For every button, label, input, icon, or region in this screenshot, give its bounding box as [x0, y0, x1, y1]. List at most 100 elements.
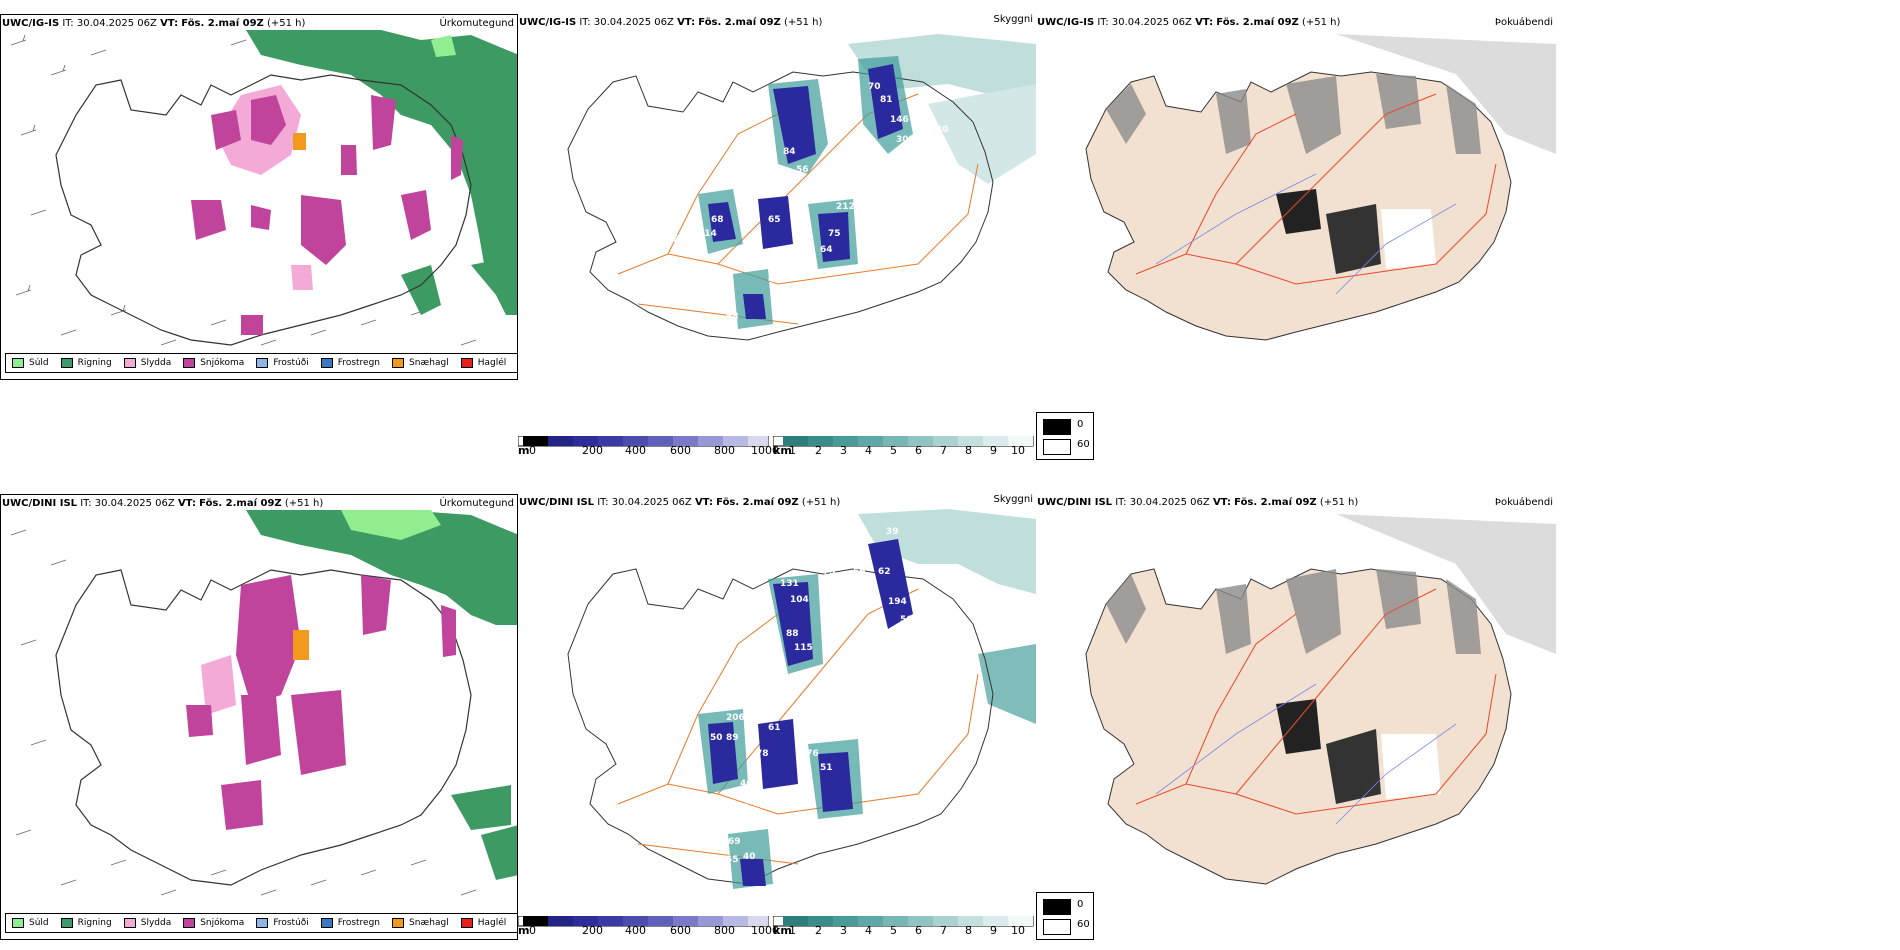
svg-text:68: 68: [726, 312, 739, 322]
cloud-base-labels-top: 70 81 146 308 40 142 84 56 559 212 68 11…: [673, 82, 949, 339]
svg-text:40: 40: [743, 852, 756, 862]
svg-text:39: 39: [886, 527, 899, 537]
precip-type-label-bottom: Úrkomutegund: [439, 498, 514, 509]
fog-legend-black: [1043, 419, 1071, 435]
precip-legend-top: Súld Rigning Slydda Snjókoma Frostúði Fr…: [5, 353, 517, 373]
cloud-base-labels-bottom: 39 131 104 75 56 62 194 562 183 88 115 1…: [710, 527, 955, 865]
svg-text:308: 308: [896, 135, 915, 145]
cloud-base-colorbar-svg-bottom: [518, 916, 769, 927]
cloud-cover-colorbar-svg-top: [773, 436, 1034, 447]
cloud-title-top: UWC/IG-IS IT: 30.04.2025 06Z VT: Fös. 2.…: [519, 17, 823, 28]
cloud-panel-bottom: 39 131 104 75 56 62 194 562 183 88 115 1…: [518, 494, 1036, 940]
svg-text:70: 70: [868, 82, 881, 92]
svg-text:84: 84: [783, 147, 796, 157]
svg-text:42: 42: [768, 275, 781, 285]
svg-text:89: 89: [673, 235, 686, 245]
legend-rain: Rigning: [60, 918, 112, 928]
svg-text:56: 56: [853, 567, 866, 577]
legend-freezing-drizzle: Frostúði: [256, 358, 309, 368]
precip-legend-bottom: Súld Rigning Slydda Snjókoma Frostúði Fr…: [5, 913, 517, 933]
svg-text:206: 206: [726, 713, 745, 723]
svg-text:51: 51: [820, 763, 833, 773]
svg-text:01: 01: [716, 817, 729, 827]
cloud-base-colorbar-top: [518, 436, 772, 460]
svg-text:176: 176: [800, 749, 819, 759]
fog-map-bottom: [1085, 514, 1556, 885]
svg-text:562: 562: [900, 615, 919, 625]
legend-drizzle: Súld: [12, 918, 49, 928]
cloud-cover-colorbar-svg-bottom: [773, 916, 1034, 927]
svg-text:78: 78: [756, 749, 769, 759]
svg-text:115: 115: [794, 643, 813, 653]
legend-hail: Haglél: [460, 358, 506, 368]
cloud-map-top: 70 81 146 308 40 142 84 56 559 212 68 11…: [567, 34, 1036, 341]
svg-text:167: 167: [743, 239, 762, 249]
svg-text:40: 40: [936, 125, 949, 135]
svg-text:55: 55: [726, 855, 739, 865]
svg-text:107: 107: [706, 269, 725, 279]
svg-text:50: 50: [710, 733, 723, 743]
legend-sleet: Slydda: [123, 358, 171, 368]
svg-text:81: 81: [880, 95, 893, 105]
svg-text:65: 65: [768, 215, 781, 225]
precip-type-label-top: Úrkomutegund: [439, 18, 514, 29]
svg-text:146: 146: [890, 115, 909, 125]
svg-text:89: 89: [726, 733, 739, 743]
legend-snow-pellets: Snæhagl: [392, 358, 449, 368]
svg-text:114: 114: [698, 229, 717, 239]
cloud-title-bottom: UWC/DINI ISL IT: 30.04.2025 06Z VT: Fös.…: [519, 497, 841, 508]
svg-text:559: 559: [800, 185, 819, 195]
legend-drizzle: Súld: [12, 358, 49, 368]
svg-text:69: 69: [728, 837, 741, 847]
precip-map-top: [10, 29, 517, 346]
fog-panel-top: UWC/IG-IS IT: 30.04.2025 06Z VT: Fös. 2.…: [1036, 14, 1556, 380]
svg-text:154: 154: [711, 699, 730, 709]
svg-text:104: 104: [790, 595, 809, 605]
cloud-cover-colorbar-top: [773, 436, 1037, 460]
precip-type-panel-bottom: UWC/DINI ISL IT: 30.04.2025 06Z VT: Fös.…: [0, 494, 518, 940]
cloud-base-colorbar-bottom: [518, 916, 772, 940]
svg-text:88: 88: [786, 629, 799, 639]
fog-legend-bottom: 0 60: [1036, 892, 1094, 940]
cloud-panel-top: 70 81 146 308 40 142 84 56 559 212 68 11…: [518, 14, 1036, 380]
fog-type-label-top: Þokuábendi: [1494, 17, 1553, 28]
legend-freezing-rain: Frostregn: [320, 358, 380, 368]
cloud-type-label-bottom: Skyggni: [993, 494, 1033, 505]
legend-snow: Snjókoma: [183, 918, 244, 928]
fog-title-top: UWC/IG-IS IT: 30.04.2025 06Z VT: Fös. 2.…: [1037, 17, 1341, 28]
svg-text:142: 142: [930, 145, 949, 155]
fog-legend-white: [1043, 439, 1071, 455]
fog-map-top: [1085, 34, 1556, 341]
precip-title-bottom: UWC/DINI ISL IT: 30.04.2025 06Z VT: Fös.…: [2, 498, 324, 509]
svg-text:194: 194: [888, 597, 907, 607]
legend-snow: Snjókoma: [183, 358, 244, 368]
fog-panel-bottom: UWC/DINI ISL IT: 30.04.2025 06Z VT: Fös.…: [1036, 494, 1556, 924]
svg-text:239: 239: [786, 787, 805, 797]
svg-text:131: 131: [780, 579, 799, 589]
svg-text:68: 68: [711, 215, 724, 225]
fog-type-label-bottom: Þokuábendi: [1494, 497, 1553, 508]
svg-text:75: 75: [823, 567, 836, 577]
svg-text:61: 61: [768, 723, 781, 733]
svg-text:64: 64: [820, 245, 833, 255]
fog-title-bottom: UWC/DINI ISL IT: 30.04.2025 06Z VT: Fös.…: [1037, 497, 1359, 508]
svg-text:248: 248: [730, 803, 749, 813]
fog-legend-top: 0 60: [1036, 412, 1094, 460]
svg-text:408: 408: [740, 779, 759, 789]
legend-snow-pellets: Snæhagl: [392, 918, 449, 928]
svg-text:58: 58: [738, 329, 751, 339]
precip-map-bottom: [10, 510, 517, 896]
fog-legend-black: [1043, 899, 1071, 915]
svg-text:88: 88: [723, 297, 736, 307]
svg-text:183: 183: [936, 619, 955, 629]
svg-text:75: 75: [828, 229, 841, 239]
fog-legend-white: [1043, 919, 1071, 935]
legend-rain: Rigning: [60, 358, 112, 368]
precip-title-top: UWC/IG-IS IT: 30.04.2025 06Z VT: Fös. 2.…: [2, 18, 306, 29]
precip-type-panel-top: UWC/IG-IS IT: 30.04.2025 06Z VT: Fös. 2.…: [0, 14, 518, 380]
svg-text:212: 212: [836, 202, 855, 212]
legend-sleet: Slydda: [123, 918, 171, 928]
svg-text:936: 936: [744, 791, 763, 801]
cloud-type-label-top: Skyggni: [993, 14, 1033, 25]
svg-text:56: 56: [796, 165, 809, 175]
